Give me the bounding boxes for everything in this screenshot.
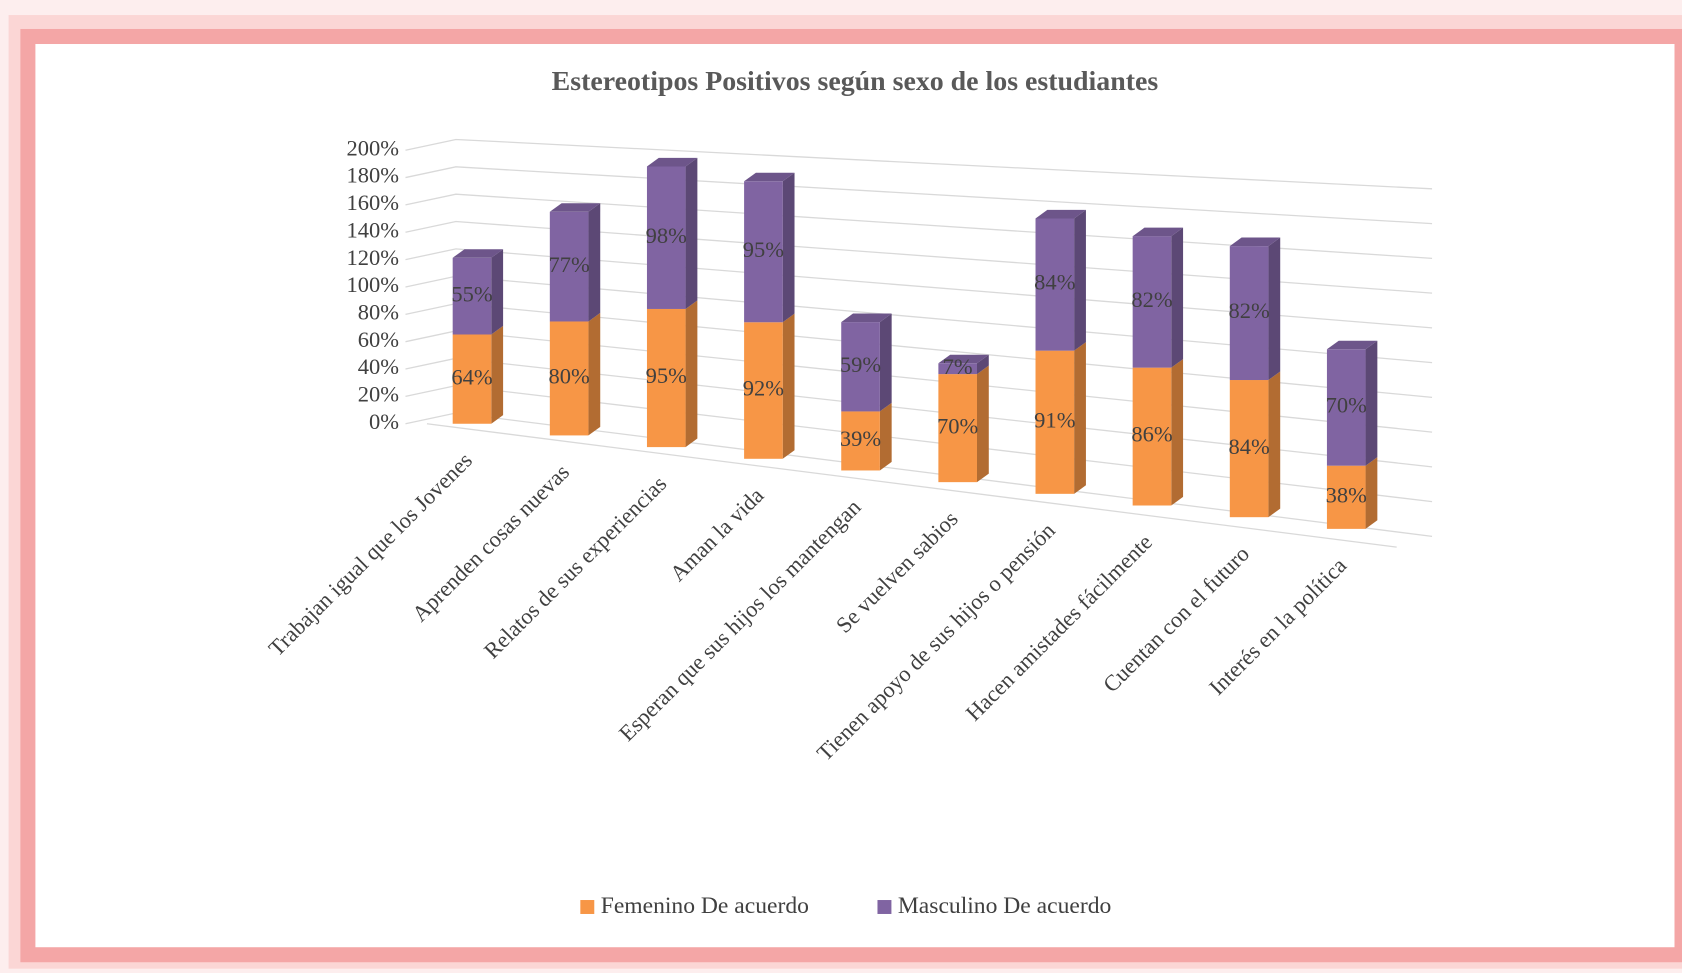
data-label: 77% [548,252,589,277]
data-label: 91% [1034,407,1075,432]
bar-top [1132,227,1184,237]
data-label: 70% [1326,393,1367,418]
bar [549,211,589,322]
chart-title: Estereotipos Positivos según sexo de los… [552,66,1159,97]
y-tick-label: 140% [347,217,400,242]
bar-top [841,313,892,323]
bar [1229,380,1269,518]
data-label: 82% [1131,287,1172,312]
bar [549,321,589,436]
bar [1132,236,1172,368]
bar-side [588,203,601,322]
bar [841,322,880,412]
bar-side [588,312,601,436]
y-tick-label: 40% [358,354,399,379]
legend-label: Femenino De acuerdo [601,893,809,919]
bar-top [549,203,601,212]
bar-side [1268,371,1281,518]
y-tick-label: 160% [347,190,400,215]
bar-side [976,365,989,483]
data-label: 70% [937,413,978,438]
bar [938,374,977,483]
grid-line [405,220,1433,294]
bar-side [491,249,504,335]
bar-side [1171,359,1184,506]
data-label: 59% [840,352,881,377]
bar [452,257,492,335]
data-label: 92% [743,376,784,401]
data-label: 39% [840,426,881,451]
bar-side [685,300,698,448]
bar [646,166,686,309]
bar-top [744,172,795,182]
bar-side [1365,457,1378,529]
bar-side [976,354,989,375]
grid-line [405,138,1433,190]
y-tick-label: 180% [347,163,400,188]
frame [20,28,1682,963]
data-label: 82% [1228,298,1269,323]
bar [1326,465,1366,529]
grid-line [405,166,1433,225]
y-tick-label: 20% [358,382,399,407]
bar [938,363,977,375]
y-tick-label: 80% [358,300,399,325]
bar-top [646,157,698,167]
legend-label: Masculino De acuerdo [898,893,1111,919]
data-label: 84% [1228,434,1269,459]
bar-top [1229,237,1281,247]
bar [1035,218,1075,351]
data-label: 64% [451,364,492,389]
data-label: 95% [646,363,687,388]
bar [1035,350,1075,494]
legend-swatch [877,900,892,914]
bar [1229,246,1269,381]
grid-line [405,193,1433,259]
data-label: 55% [451,281,492,306]
bar-top [452,249,504,258]
bar-side [879,313,892,412]
y-tick-label: 120% [347,245,400,270]
x-axis-line [426,423,1397,548]
bar-side [1171,227,1184,368]
y-tick-label: 200% [347,135,400,160]
legend-swatch [580,900,595,914]
y-tick-label: 60% [358,327,399,352]
data-label: 86% [1131,422,1172,447]
bar-side [685,157,698,309]
bar-side [1365,340,1378,466]
bar [1132,367,1172,506]
bar [646,308,686,448]
bar [744,181,783,323]
bar [452,334,492,424]
bar-top [938,354,989,364]
data-label: 84% [1034,270,1075,295]
data-label: 38% [1326,482,1367,507]
data-label: 98% [646,223,687,248]
bar [1326,349,1366,466]
y-tick-label: 0% [369,409,399,434]
bar-side [879,402,892,471]
bar-side [1074,342,1086,494]
data-label: 95% [743,237,784,262]
bar-side [782,172,795,323]
bar-top [1326,340,1378,350]
bar-side [1268,237,1281,381]
bar-side [1074,209,1086,351]
bar [841,411,880,471]
bar-top [1035,209,1086,219]
data-label: 80% [548,364,589,389]
bar-side [491,325,504,424]
data-label: 7% [943,354,973,379]
bar [744,322,783,459]
y-tick-label: 100% [347,272,400,297]
bar-side [782,313,795,459]
grid-line [405,248,1433,329]
